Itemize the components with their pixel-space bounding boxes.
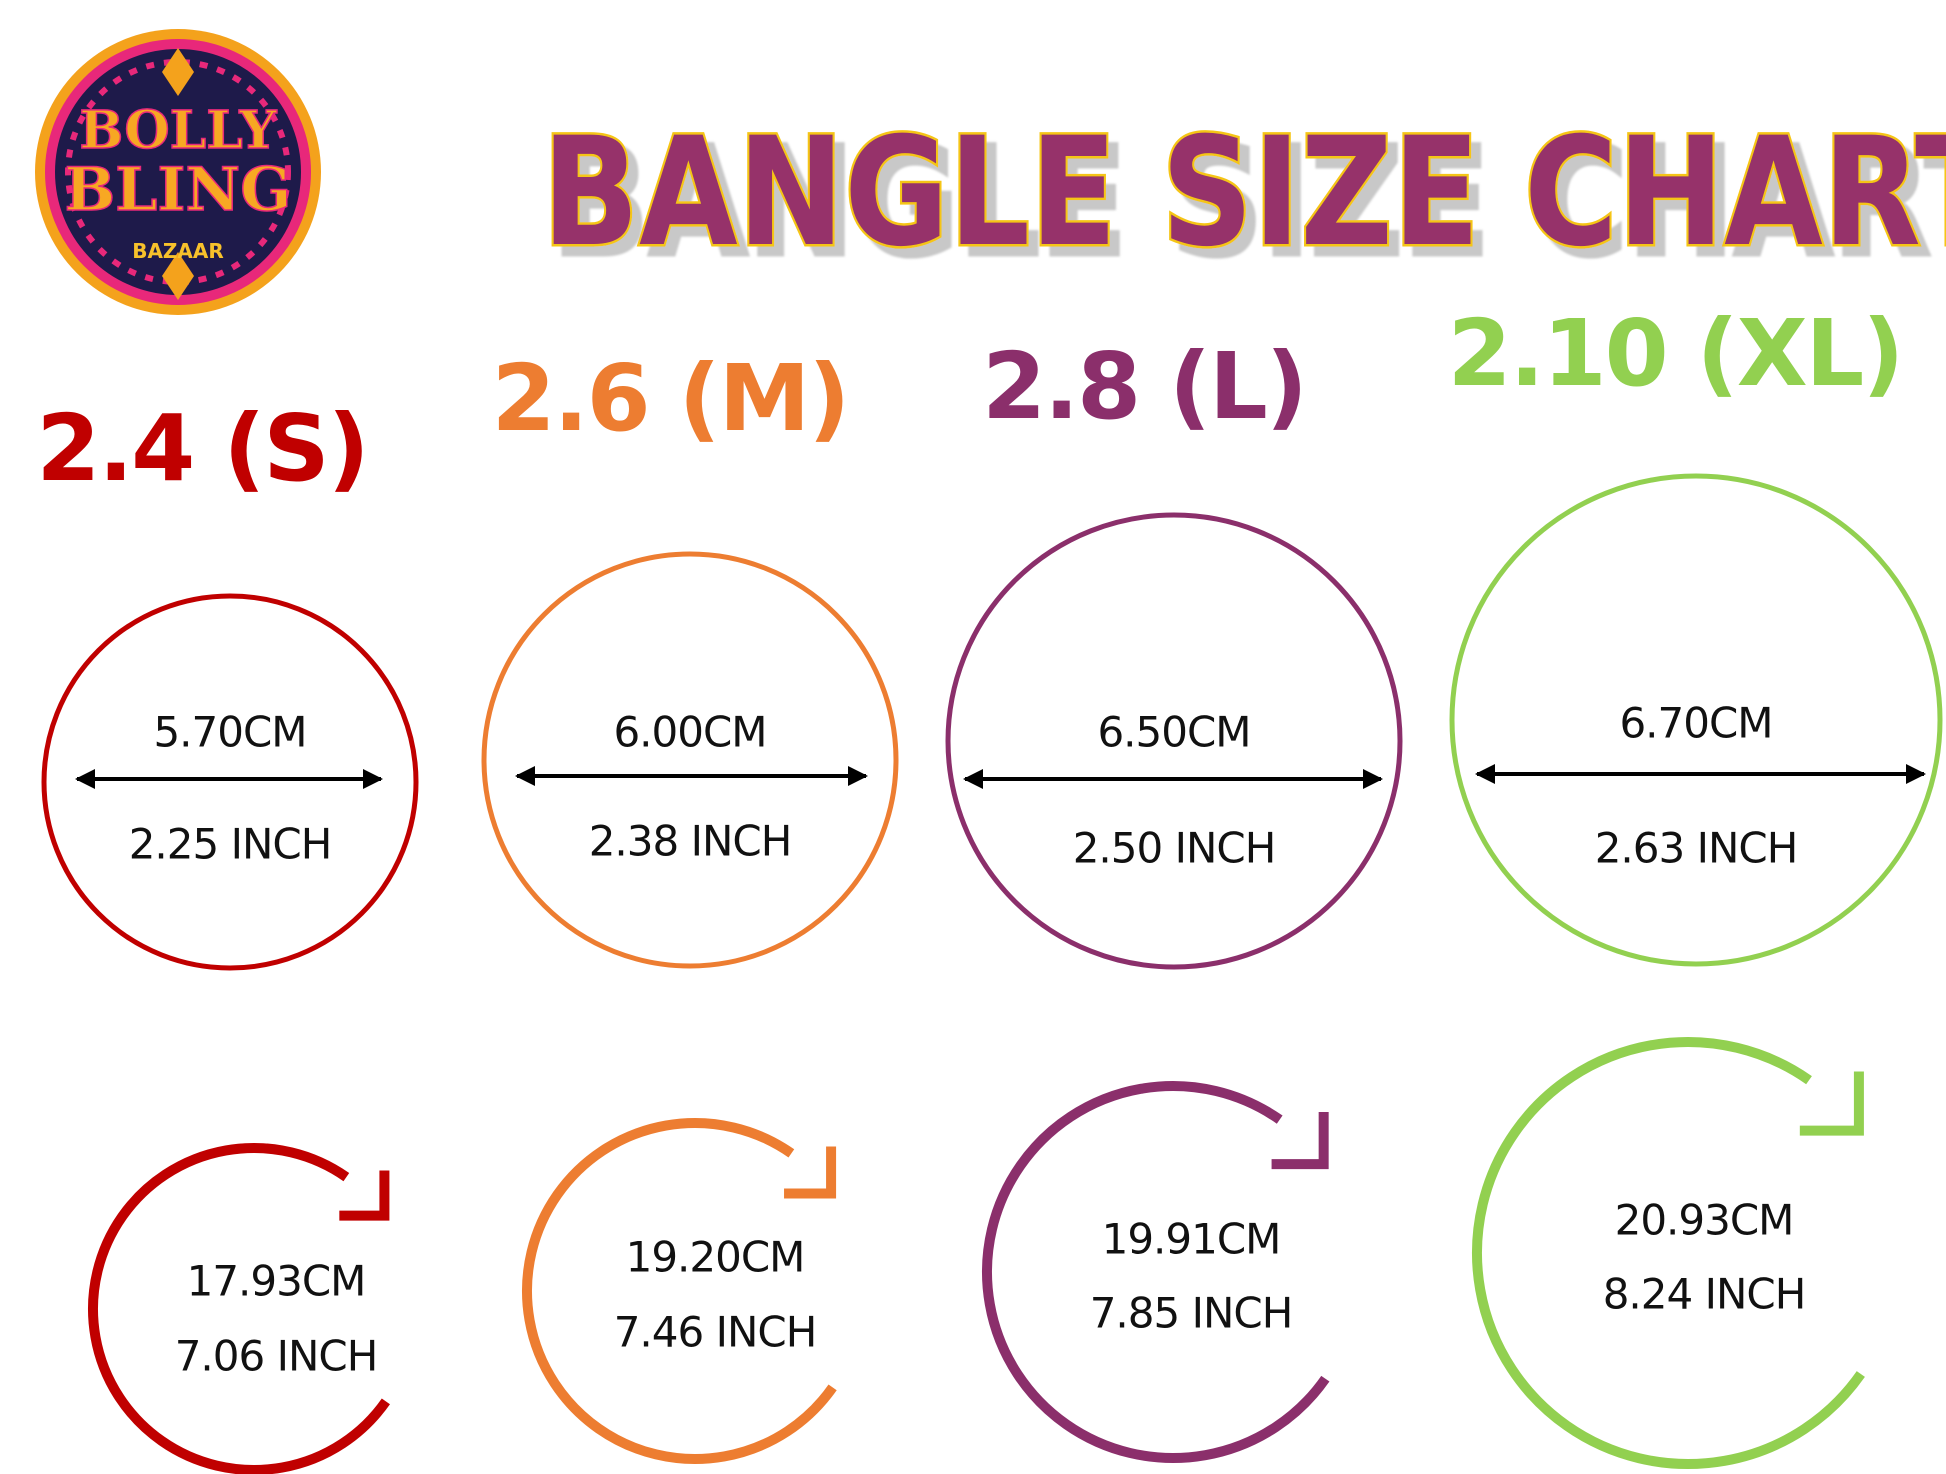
logo-line2: BLING [64,155,291,225]
size-label: 2.10 (XL) [1447,300,1905,407]
diameter-inch: 2.25 INCH [128,819,333,869]
page-title: BANGLE SIZE CHART [540,104,1946,283]
circumference-cm: 19.91CM [1101,1214,1282,1264]
circumference-cm: 19.20CM [625,1232,806,1282]
logo-line3: BAZAAR [132,239,224,263]
diameter-cm: 6.00CM [613,707,767,757]
diameter-circle [481,551,899,969]
diameter-inch: 2.50 INCH [1072,823,1277,873]
circumference-arrowhead [1799,1071,1864,1136]
circumference-arc [1472,1037,1865,1469]
title-text: BANGLE SIZE CHART [542,106,1946,280]
diameter-inch: 2.63 INCH [1594,823,1799,873]
circumference-arc [982,1081,1330,1463]
diameter-circle [41,593,419,971]
diameter-inch: 2.38 INCH [588,816,793,866]
diameter-cm: 6.70CM [1619,698,1773,748]
circumference-arrowhead [339,1170,390,1221]
circumference-arc [88,1143,390,1474]
size-label: 2.8 (L) [982,333,1308,440]
circumference-inch: 8.24 INCH [1602,1269,1807,1319]
circumference-cm: 20.93CM [1614,1195,1795,1245]
circumference-inch: 7.46 INCH [613,1307,818,1357]
diameter-cm: 5.70CM [153,707,307,757]
circumference-arrowhead [1271,1112,1329,1170]
circumference-cm: 17.93CM [186,1256,367,1306]
size-label: 2.4 (S) [36,395,369,502]
diameter-circle [945,512,1403,970]
diameter-cm: 6.50CM [1097,707,1251,757]
logo: BOLLY BLING BAZAAR [35,29,321,315]
diameter-circle [1449,473,1943,967]
logo-line1: BOLLY [79,100,277,161]
circumference-inch: 7.06 INCH [174,1331,379,1381]
size-label: 2.6 (M) [491,345,851,452]
circumference-inch: 7.85 INCH [1089,1288,1294,1338]
circumference-arrowhead [784,1146,837,1199]
circumference-arc [522,1118,837,1464]
